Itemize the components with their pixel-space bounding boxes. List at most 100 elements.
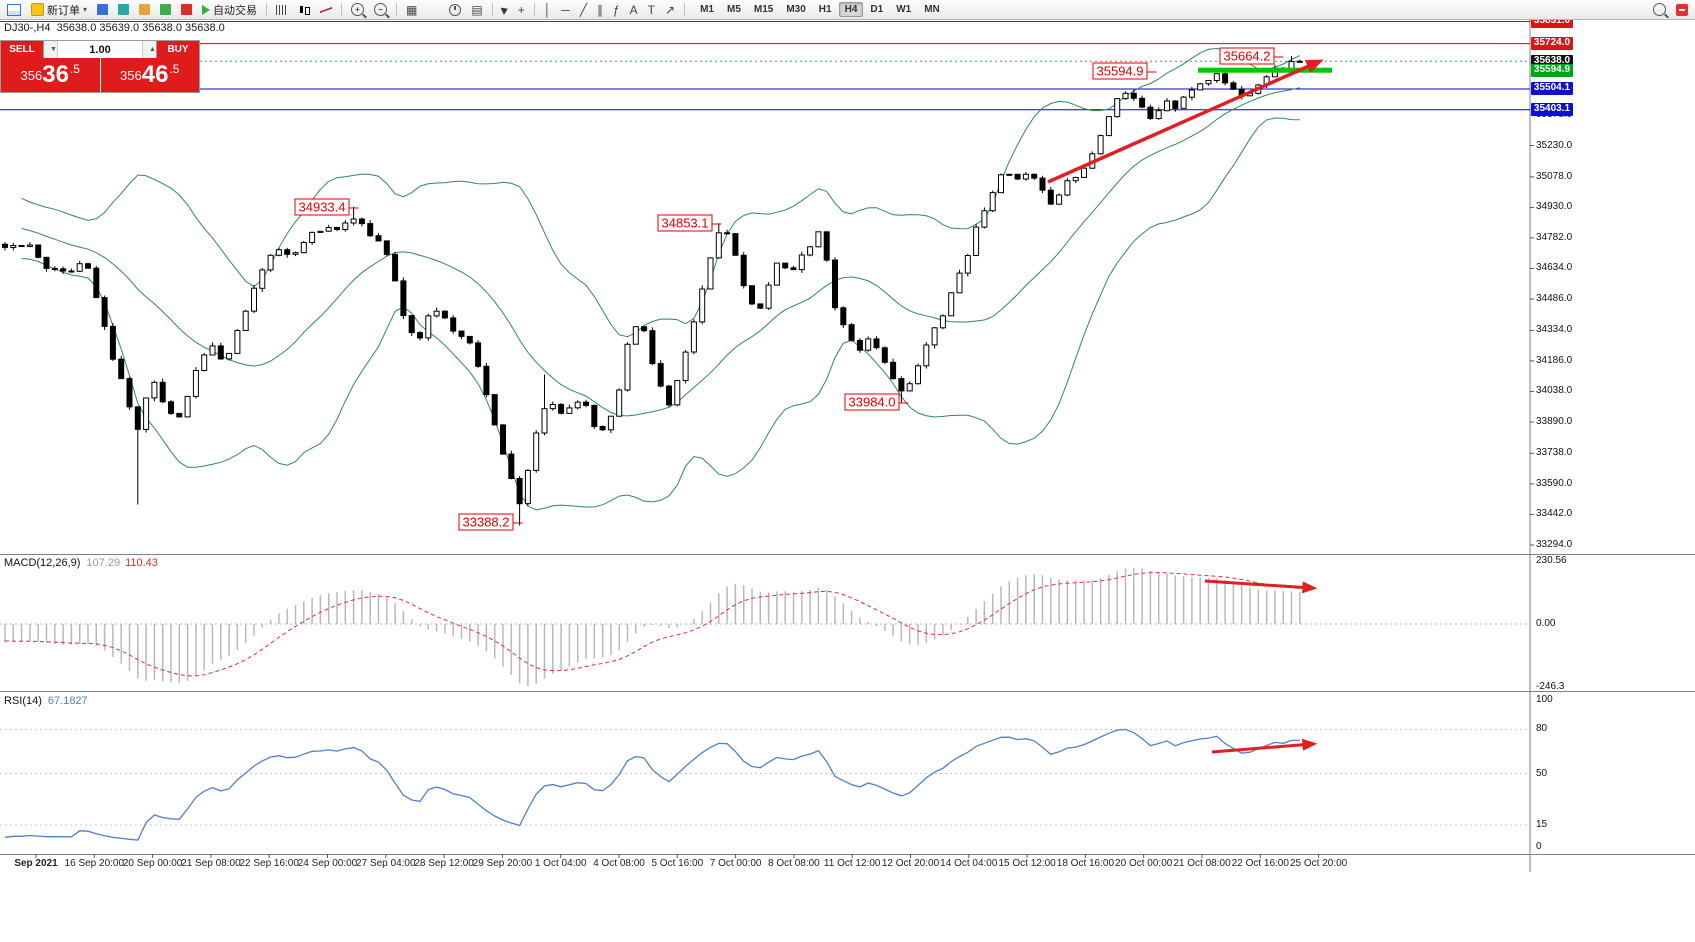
time-tick-label: 18 Oct 16:00 [1056, 858, 1115, 869]
time-tick-label: 7 Oct 00:00 [709, 858, 762, 869]
price-tick-label: 33294.0 [1536, 538, 1573, 550]
price-callout[interactable]: 33388.2 [458, 513, 523, 531]
sell-price-frac: .5 [69, 62, 80, 76]
line-chart-icon[interactable] [316, 2, 336, 18]
market-watch-icon[interactable] [93, 2, 112, 18]
macd-axis-label: 230.56 [1536, 555, 1567, 566]
price-callout[interactable]: 34853.1 [657, 214, 722, 232]
data-window-icon[interactable] [114, 2, 133, 18]
timeframe-toolbar: M1 M5 M15 M30 H1 H4 D1 W1 MN [694, 2, 946, 17]
zoom-in-icon[interactable]: + [347, 2, 368, 18]
zoom-out-icon[interactable]: − [370, 2, 391, 18]
rsi-name: RSI(14) [4, 695, 42, 707]
volume-decrease-button[interactable]: ▼ [44, 41, 58, 58]
rsi-value: 67.1827 [47, 695, 88, 707]
price-callout[interactable]: 35664.2 [1219, 47, 1284, 65]
one-click-trading-panel: SELL ▼ 1.00 ▲ BUY 356 36.5 356 46.5 [0, 40, 200, 93]
sell-price-button[interactable]: 356 36.5 [1, 58, 100, 92]
price-tick-label: 35230.0 [1536, 139, 1573, 151]
price-tick-label: 33590.0 [1536, 477, 1573, 489]
price-tick-label: 34186.0 [1536, 354, 1573, 366]
new-chart-icon[interactable] [3, 2, 25, 18]
macd-axis-label: 0.00 [1536, 618, 1556, 629]
templates-icon[interactable]: ▤ [467, 2, 486, 18]
time-tick-label: 29 Sep 20:00 [472, 858, 533, 869]
time-tick-label: 25 Oct 20:00 [1289, 858, 1348, 869]
timeframe-d1-button[interactable]: D1 [864, 2, 889, 17]
price-tick-label: 34334.0 [1536, 324, 1573, 336]
label-icon[interactable]: T [644, 2, 659, 18]
timeframe-m1-button[interactable]: M1 [694, 2, 720, 17]
price-callout[interactable]: 34933.4 [294, 198, 359, 216]
time-tick-label: Sep 2021 [14, 858, 58, 869]
time-tick-label: 27 Sep 04:00 [356, 858, 416, 869]
horizontal-line-icon[interactable]: ─ [557, 2, 574, 18]
price-line-box: 35504.1 [1531, 82, 1573, 96]
time-tick-label: 5 Oct 16:00 [651, 858, 704, 869]
volume-increase-button[interactable]: ▲ [142, 41, 156, 58]
macd-main-value: 107.29 [86, 557, 121, 569]
text-icon[interactable]: A [626, 2, 642, 18]
rsi-axis-label: 15 [1536, 818, 1548, 830]
strategy-tester-icon[interactable] [177, 2, 196, 18]
buy-button[interactable]: BUY [157, 41, 199, 58]
macd-signal-value: 110.43 [125, 557, 158, 569]
time-tick-label: 21 Oct 08:00 [1173, 858, 1231, 869]
autotrading-button[interactable]: 自动交易 [198, 2, 261, 18]
price-line-box: 35403.1 [1531, 103, 1573, 117]
rsi-axis-label: 50 [1536, 767, 1548, 779]
fibonacci-icon[interactable]: ƒ [609, 2, 624, 18]
price-tick-label: 34038.0 [1536, 385, 1573, 397]
timeframe-h4-button[interactable]: H4 [838, 2, 864, 17]
indicators-icon[interactable] [423, 2, 443, 18]
crosshair-icon[interactable]: + [514, 2, 529, 18]
time-tick-label: 12 Oct 20:00 [881, 858, 940, 869]
time-tick-label: 22 Sep 16:00 [239, 858, 299, 869]
sell-button[interactable]: SELL [1, 41, 43, 58]
timeframe-m15-button[interactable]: M15 [748, 2, 779, 17]
volume-input[interactable]: 1.00 [89, 43, 111, 56]
buy-price-big: 46 [141, 61, 169, 88]
timeframe-m30-button[interactable]: M30 [780, 2, 811, 17]
equidistant-channel-icon[interactable]: ∥ [593, 2, 607, 18]
timeframe-w1-button[interactable]: W1 [890, 2, 917, 17]
buy-price-button[interactable]: 356 46.5 [100, 58, 199, 92]
trendline-icon[interactable]: ╱ [576, 2, 591, 18]
tile-windows-icon[interactable]: ▦ [402, 2, 421, 18]
cursor-icon[interactable] [498, 2, 512, 18]
search-icon[interactable] [1649, 2, 1670, 18]
vertical-line-icon[interactable]: │ [540, 2, 556, 18]
periods-icon[interactable] [445, 2, 465, 18]
price-tick-label: 34486.0 [1536, 293, 1573, 304]
price-tick-label: 33442.0 [1536, 508, 1573, 520]
price-tick-label: 33738.0 [1536, 447, 1573, 459]
time-tick-label: 24 Sep 00:00 [297, 858, 358, 869]
timeframe-h1-button[interactable]: H1 [813, 2, 838, 17]
price-tick-label: 34930.0 [1536, 201, 1573, 213]
timeframe-m5-button[interactable]: M5 [721, 2, 747, 17]
buy-price-prefix: 356 [120, 67, 142, 83]
time-tick-label: 4 Oct 08:00 [593, 858, 645, 869]
toolbar-separator [341, 3, 343, 16]
time-tick-label: 11 Oct 12:00 [823, 858, 881, 869]
macd-indicator-label: MACD(12,26,9) 107.29 110.43 [4, 557, 158, 569]
navigator-icon[interactable] [135, 2, 154, 18]
toolbar-separator [491, 3, 493, 16]
candlestick-chart-icon[interactable] [294, 2, 314, 18]
dropdown-caret-icon: ▾ [83, 5, 88, 14]
terminal-icon[interactable] [156, 2, 175, 18]
new-order-button[interactable]: 新订单 ▾ [27, 2, 91, 18]
time-tick-label: 16 Sep 20:00 [64, 858, 125, 869]
alert-badge[interactable] [1672, 2, 1692, 18]
price-callout[interactable]: 35594.9 [1092, 62, 1157, 80]
bar-chart-icon[interactable] [272, 2, 292, 18]
chart-ohlc-legend: DJ30-,H4 35638.0 35639.0 35638.0 35638.0 [4, 22, 225, 34]
arrows-tool-icon[interactable]: ↗ [661, 2, 679, 18]
timeframe-mn-button[interactable]: MN [918, 2, 946, 17]
macd-axis-label: -246.3 [1536, 681, 1565, 692]
price-callout[interactable]: 33984.0 [844, 393, 909, 411]
price-tick-label: 35078.0 [1536, 170, 1573, 182]
time-tick-label: 22 Oct 16:00 [1231, 858, 1289, 869]
